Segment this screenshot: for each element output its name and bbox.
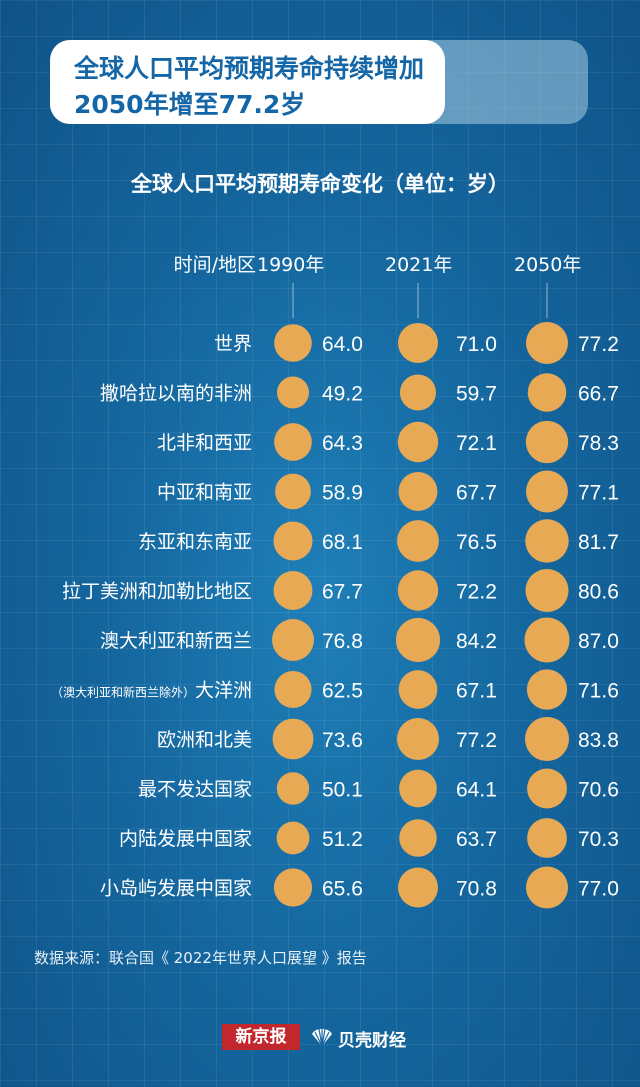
page-subtitle: 2050年增至77.2岁	[74, 90, 306, 119]
beike-caijing-logo: 贝壳财经	[338, 1031, 406, 1051]
value-label: 77.1	[578, 482, 619, 505]
value-bubble	[273, 868, 313, 907]
value-label: 63.7	[456, 828, 497, 851]
value-label: 72.2	[456, 581, 497, 604]
value-label: 62.5	[322, 680, 363, 703]
page-title: 全球人口平均预期寿命持续增加	[74, 54, 425, 83]
value-bubble	[277, 376, 309, 409]
value-bubble	[398, 670, 438, 709]
value-bubble	[525, 568, 569, 613]
value-label: 68.1	[322, 531, 363, 554]
value-label: 77.2	[456, 729, 497, 752]
value-label: 87.0	[578, 630, 619, 653]
value-bubble	[399, 819, 437, 857]
row-label-note: （澳大利亚和新西兰除外）	[51, 685, 195, 700]
value-bubble	[397, 421, 439, 463]
value-label: 66.7	[578, 383, 619, 406]
row-label: 内陆发展中国家	[119, 828, 252, 850]
row-label: 拉丁美洲和加勒比地区	[62, 581, 252, 603]
value-bubble	[524, 617, 570, 663]
value-bubble	[524, 716, 570, 762]
value-label: 58.9	[322, 482, 363, 505]
value-bubble	[274, 423, 312, 461]
value-label: 59.7	[456, 383, 497, 406]
value-bubble	[396, 717, 440, 761]
value-bubble	[397, 520, 439, 562]
value-label: 78.3	[578, 432, 619, 455]
value-bubble	[398, 472, 438, 511]
value-bubble	[398, 867, 438, 908]
value-bubble	[526, 470, 568, 513]
value-bubble	[399, 769, 437, 808]
value-label: 70.6	[578, 779, 619, 802]
value-bubble	[395, 617, 441, 663]
value-label: 83.8	[578, 729, 619, 752]
value-label: 77.2	[578, 333, 619, 356]
row-label: 世界	[214, 333, 252, 355]
value-bubble	[397, 322, 439, 364]
data-source: 数据来源：联合国《 2022年世界人口展望 》报告	[34, 949, 367, 967]
column-header-2050: 2050年	[514, 254, 582, 276]
value-label: 64.3	[322, 432, 363, 455]
value-label: 71.0	[456, 333, 497, 356]
xinjingbao-logo: 新京报	[222, 1024, 300, 1050]
row-label: （澳大利亚和新西兰除外）大洋洲	[51, 680, 252, 702]
value-bubble	[273, 571, 313, 610]
value-bubble	[274, 324, 312, 362]
value-label: 49.2	[322, 383, 363, 406]
value-bubble	[276, 821, 310, 855]
value-label: 81.7	[578, 531, 619, 554]
value-label: 73.6	[322, 729, 363, 752]
value-label: 64.0	[322, 333, 363, 356]
value-label: 50.1	[322, 779, 363, 802]
value-bubble	[276, 772, 310, 805]
value-label: 65.6	[322, 878, 363, 901]
value-bubble	[525, 519, 569, 563]
shell-icon	[312, 1028, 332, 1047]
row-label: 小岛屿发展中国家	[100, 878, 252, 900]
value-bubble	[525, 420, 569, 464]
value-label: 67.7	[456, 482, 497, 505]
value-bubble	[526, 866, 568, 909]
value-bubble	[275, 473, 311, 510]
chart-title: 全球人口平均预期寿命变化（单位：岁）	[131, 172, 509, 196]
title-banner-inner	[50, 40, 445, 124]
value-label: 72.1	[456, 432, 497, 455]
value-bubble	[525, 321, 569, 365]
value-bubble	[399, 374, 437, 411]
row-label-text: 大洋洲	[195, 680, 252, 702]
value-label: 84.2	[456, 630, 497, 653]
column-header-2021: 2021年	[385, 254, 453, 276]
row-label: 北非和西亚	[157, 432, 252, 454]
row-header-label: 时间/地区	[173, 254, 256, 276]
value-bubble	[527, 768, 567, 809]
value-label: 70.3	[578, 828, 619, 851]
row-label: 欧洲和北美	[157, 729, 252, 751]
value-bubble	[273, 521, 313, 561]
value-bubble	[526, 669, 568, 710]
value-label: 64.1	[456, 779, 497, 802]
row-label: 东亚和东南亚	[138, 531, 252, 553]
value-label: 76.5	[456, 531, 497, 554]
value-label: 76.8	[322, 630, 363, 653]
value-label: 67.1	[456, 680, 497, 703]
value-bubble	[527, 373, 567, 412]
row-label: 撒哈拉以南的非洲	[100, 383, 252, 405]
value-label: 70.8	[456, 878, 497, 901]
row-label: 澳大利亚和新西兰	[100, 630, 252, 652]
value-label: 80.6	[578, 581, 619, 604]
value-bubble	[272, 619, 314, 661]
value-label: 77.0	[578, 878, 619, 901]
value-label: 51.2	[322, 828, 363, 851]
value-bubble	[527, 818, 567, 858]
value-label: 67.7	[322, 581, 363, 604]
value-label: 71.6	[578, 680, 619, 703]
value-bubble	[274, 670, 312, 709]
column-header-1990: 1990年	[257, 254, 325, 276]
row-label: 最不发达国家	[138, 779, 252, 801]
value-bubble	[272, 718, 314, 760]
row-label: 中亚和南亚	[157, 482, 252, 504]
value-bubble	[397, 570, 439, 611]
